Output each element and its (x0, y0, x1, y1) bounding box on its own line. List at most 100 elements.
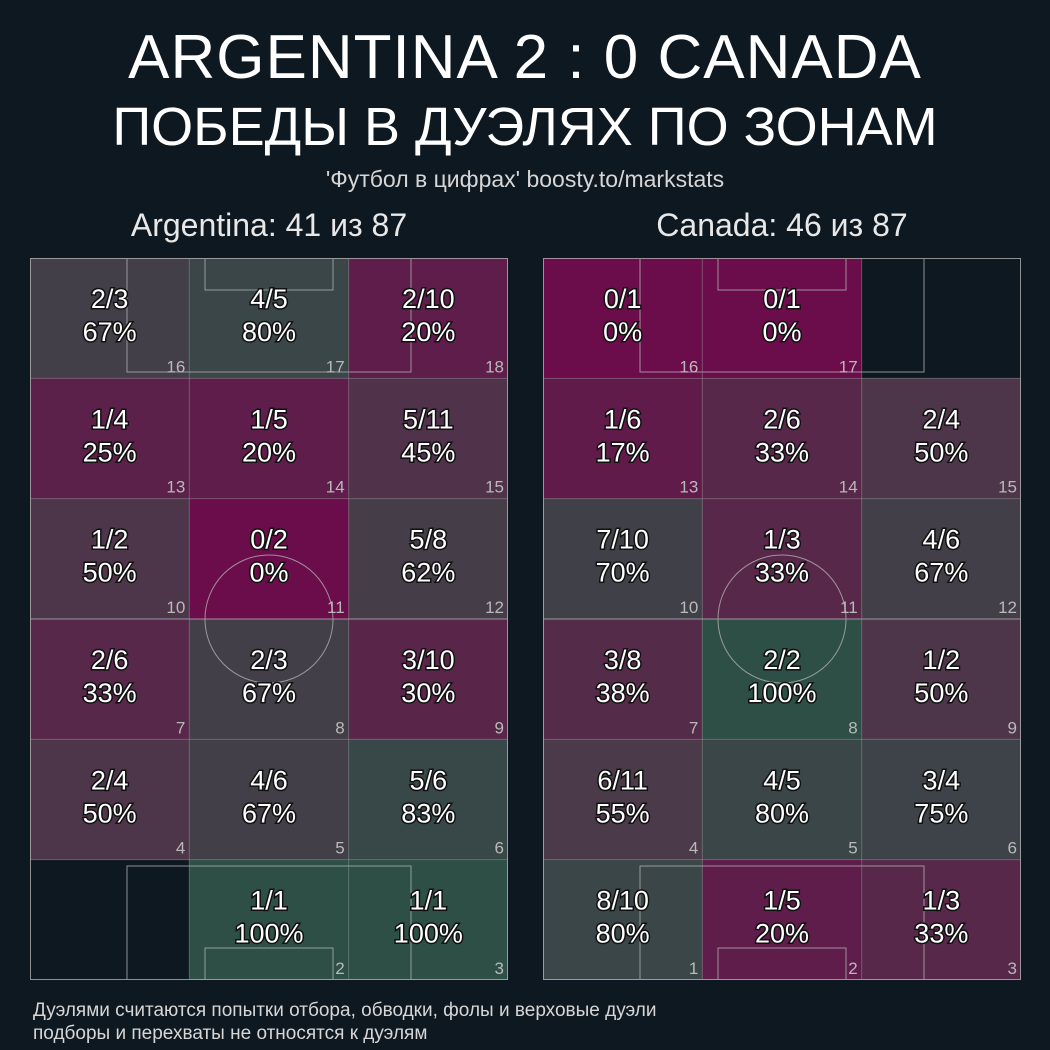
canada-zone-6-cell (861, 739, 1021, 860)
argentina-zone-8-number: 8 (335, 718, 344, 737)
argentina-zone-2-number: 2 (335, 959, 344, 978)
argentina-zone-12-number: 12 (485, 598, 504, 617)
argentina-zone-5-number: 5 (335, 839, 344, 858)
source-credit: 'Футбол в цифрах' boosty.to/markstats (325, 166, 725, 192)
argentina-title: Argentina: 41 из 87 (130, 207, 408, 243)
canada-zone-10-percent: 70% (596, 558, 650, 588)
argentina-zone-14-number: 14 (326, 478, 345, 497)
argentina-zone-4-percent: 50% (83, 798, 137, 828)
argentina-zone-8-ratio: 2/3 (250, 645, 288, 675)
canada-zone-12-number: 12 (998, 598, 1017, 617)
argentina-zone-16-cell (30, 258, 190, 379)
argentina-zone-15-cell (348, 378, 508, 499)
argentina-zone-3-percent: 100% (394, 919, 463, 949)
canada-zone-16-number: 16 (679, 357, 698, 376)
argentina-zone-10-cell (30, 498, 190, 619)
canada-zone-15-ratio: 2/4 (923, 404, 961, 434)
canada-zone-3-ratio: 1/3 (923, 886, 961, 916)
argentina-zone-18-percent: 20% (401, 317, 455, 347)
argentina-zone-3-number: 3 (495, 959, 504, 978)
canada-zone-16-cell (543, 258, 703, 379)
argentina-zone-2-cell (189, 859, 349, 980)
canada-zone-5-ratio: 4/5 (763, 765, 801, 795)
argentina-zone-17-ratio: 4/5 (250, 284, 288, 314)
canada-zone-5-cell (702, 739, 862, 860)
argentina-zone-6-number: 6 (495, 839, 504, 858)
canada-zone-4-cell (543, 739, 703, 860)
canada-zone-8-percent: 100% (747, 678, 816, 708)
canada-zone-6-number: 6 (1008, 839, 1017, 858)
canada-title: Canada: 46 из 87 (656, 207, 908, 243)
argentina-zone-5-ratio: 4/6 (250, 765, 288, 795)
canada-zone-4-ratio: 6/11 (597, 765, 648, 795)
argentina-zone-9-number: 9 (495, 718, 504, 737)
argentina-zone-14-cell (189, 378, 349, 499)
argentina-zone-5-cell (189, 739, 349, 860)
argentina-zone-4-ratio: 2/4 (91, 765, 129, 795)
canada-zone-8-number: 8 (848, 718, 857, 737)
canada-zone-15-number: 15 (998, 478, 1017, 497)
argentina-zone-8-percent: 67% (242, 678, 296, 708)
canada-zone-14-number: 14 (839, 478, 858, 497)
argentina-zone-9-ratio: 3/10 (402, 645, 455, 675)
canada-pitch-heatmap: 0/1 0% 16 0/1 0% 17 1/6 17% 13 2/6 33% 14 2/4 50% 15 7/… (543, 258, 1021, 980)
canada-zone-11-percent: 33% (755, 558, 809, 588)
canada-zone-13-percent: 17% (596, 437, 650, 467)
canada-zone-3-cell (861, 859, 1021, 980)
canada-zone-18-cell (862, 258, 1021, 378)
canada-zone-2-number: 2 (848, 959, 857, 978)
canada-zone-13-cell (543, 378, 703, 499)
canada-zone-3-number: 3 (1008, 959, 1017, 978)
chart-title: ARGENTINA 2 : 0 CANADA (128, 23, 922, 92)
footnote-line-2: подборы и перехваты не относятся к дуэля… (33, 1023, 428, 1044)
argentina-zone-16-ratio: 2/3 (91, 284, 129, 314)
argentina-zone-12-percent: 62% (401, 558, 455, 588)
canada-zone-12-cell (861, 498, 1021, 619)
canada-zone-10-number: 10 (679, 598, 698, 617)
argentina-zone-18-number: 18 (485, 357, 504, 376)
canada-zone-5-number: 5 (848, 839, 857, 858)
chart-subtitle: ПОБЕДЫ В ДУЭЛЯХ ПО ЗОНАМ (112, 97, 938, 157)
canada-zone-10-ratio: 7/10 (596, 525, 649, 555)
argentina-zone-13-number: 13 (166, 478, 185, 497)
argentina-zone-13-ratio: 1/4 (91, 404, 129, 434)
canada-zone-4-percent: 55% (596, 798, 650, 828)
argentina-zone-10-ratio: 1/2 (91, 525, 129, 555)
argentina-zone-3-cell (348, 859, 508, 980)
canada-zone-13-ratio: 1/6 (604, 404, 642, 434)
argentina-zone-15-percent: 45% (401, 437, 455, 467)
canada-zone-15-cell (861, 378, 1021, 499)
canada-zone-1-percent: 80% (596, 919, 650, 949)
canada-zone-9-cell (861, 619, 1021, 740)
argentina-zone-3-ratio: 1/1 (410, 886, 448, 916)
argentina-zone-6-percent: 83% (401, 798, 455, 828)
argentina-zone-12-cell (348, 498, 508, 619)
canada-zone-17-cell (702, 258, 862, 379)
argentina-zone-16-number: 16 (166, 357, 185, 376)
argentina-zone-13-percent: 25% (83, 437, 137, 467)
canada-zone-1-number: 1 (689, 959, 698, 978)
canada-zone-8-cell (702, 619, 862, 740)
argentina-zone-9-cell (348, 619, 508, 740)
argentina-zone-10-number: 10 (166, 598, 185, 617)
argentina-pitch-heatmap: 2/3 67% 16 4/5 80% 17 2/10 20% 18 1/4 25% 13 1/5 20% 1… (30, 258, 508, 980)
canada-zone-6-ratio: 3/4 (923, 765, 961, 795)
argentina-zone-11-cell (189, 498, 349, 619)
canada-zone-16-percent: 0% (603, 317, 642, 347)
argentina-zone-11-ratio: 0/2 (250, 525, 288, 555)
argentina-zone-6-ratio: 5/6 (410, 765, 448, 795)
canada-zone-11-cell (702, 498, 862, 619)
canada-zone-9-ratio: 1/2 (923, 645, 961, 675)
argentina-heatmap-svg: 2/367%164/580%172/1020%181/425%131/520%1… (30, 258, 508, 980)
argentina-zone-8-cell (189, 619, 349, 740)
canada-zone-10-cell (543, 498, 703, 619)
canada-zone-7-ratio: 3/8 (604, 645, 642, 675)
canada-zone-16-ratio: 0/1 (604, 284, 642, 314)
argentina-zone-13-cell (30, 378, 190, 499)
argentina-zone-6-cell (348, 739, 508, 860)
argentina-zone-7-ratio: 2/6 (91, 645, 129, 675)
canada-zone-14-percent: 33% (755, 437, 809, 467)
canada-zone-17-ratio: 0/1 (763, 284, 801, 314)
argentina-zone-11-percent: 0% (249, 558, 288, 588)
canada-zone-17-percent: 0% (762, 317, 801, 347)
